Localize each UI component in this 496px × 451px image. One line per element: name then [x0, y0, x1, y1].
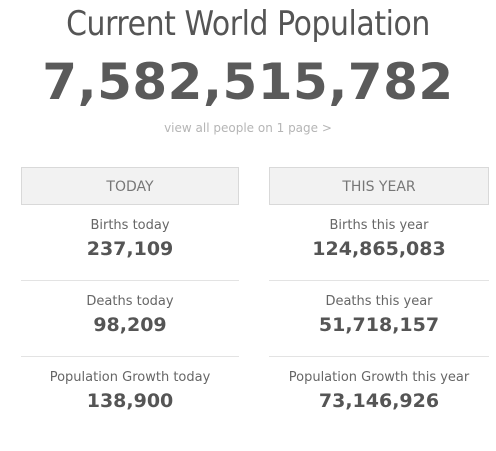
tab-today[interactable]: TODAY	[21, 167, 239, 205]
growth-year-label: Population Growth this year	[288, 370, 470, 385]
view-all-people-link[interactable]: view all people on 1 page >	[164, 121, 332, 135]
growth-today-value: 138,900	[86, 390, 174, 412]
deaths-today-value: 98,209	[93, 314, 167, 336]
births-year-label: Births this year	[329, 218, 429, 233]
page-title: Current World Population	[66, 4, 430, 44]
growth-year-stat: Population Growth this year 73,146,926	[269, 357, 489, 433]
deaths-today-stat: Deaths today 98,209	[21, 281, 239, 357]
births-today-value: 237,109	[86, 238, 174, 260]
births-year-value: 124,865,083	[312, 238, 446, 260]
tab-this-year[interactable]: THIS YEAR	[269, 167, 489, 205]
growth-year-value: 73,146,926	[318, 390, 440, 412]
births-year-stat: Births this year 124,865,083	[269, 205, 489, 281]
births-today-stat: Births today 237,109	[21, 205, 239, 281]
deaths-year-label: Deaths this year	[325, 294, 433, 309]
growth-today-label: Population Growth today	[49, 370, 211, 385]
deaths-year-value: 51,718,157	[318, 314, 440, 336]
world-population-counter: 7,582,515,782	[42, 53, 454, 111]
growth-today-stat: Population Growth today 138,900	[21, 357, 239, 433]
deaths-year-stat: Deaths this year 51,718,157	[269, 281, 489, 357]
today-column: TODAY Births today 237,109 Deaths today …	[21, 167, 239, 433]
deaths-today-label: Deaths today	[86, 294, 174, 309]
this-year-column: THIS YEAR Births this year 124,865,083 D…	[269, 167, 489, 433]
births-today-label: Births today	[90, 218, 170, 233]
